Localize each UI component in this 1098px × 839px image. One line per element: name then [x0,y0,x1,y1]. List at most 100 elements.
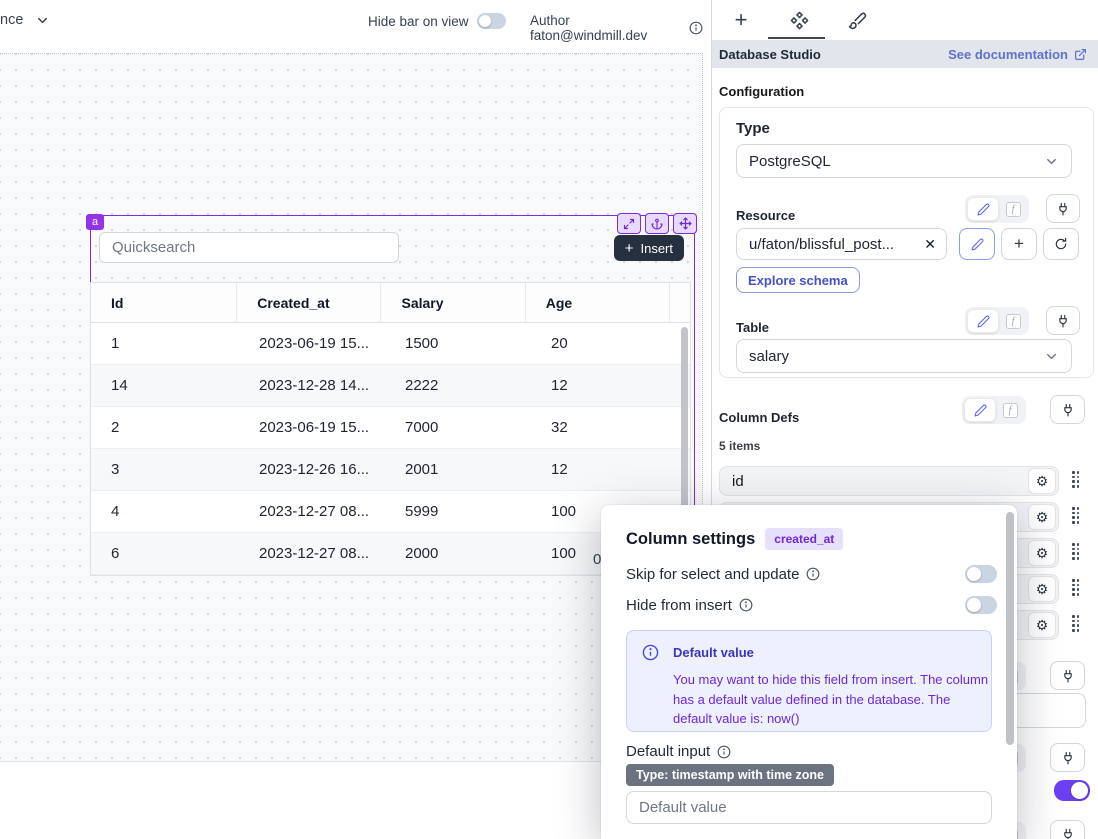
gear-icon[interactable]: ⚙ [1028,576,1056,602]
tab-styling[interactable] [828,0,886,40]
drag-handle-icon[interactable] [1072,615,1084,635]
pagination-count: 0 [593,551,602,568]
drag-handle-icon[interactable] [1072,543,1084,563]
hide-bar-toggle[interactable] [476,13,506,29]
refresh-icon[interactable] [1043,228,1079,260]
add-resource-button[interactable]: + [1001,228,1037,260]
skip-select-update-row: Skip for select and update [626,565,997,583]
resource-value-field[interactable]: u/faton/blissful_post... ✕ [736,228,947,260]
column-header-salary[interactable]: Salary [381,283,526,322]
config-toggle-on[interactable] [1054,780,1090,801]
table-label: Table [736,320,769,335]
anchor-icon[interactable] [645,213,669,234]
drag-handle-icon[interactable] [1072,579,1084,599]
table-input-mode-group: f [965,307,1029,335]
info-icon[interactable] [739,598,753,612]
app-canvas[interactable]: a + Insert Id Created_ [0,53,703,762]
plug-icon[interactable] [1046,306,1080,335]
column-settings-modal: Column settings created_at Skip for sele… [601,505,1017,839]
configuration-card: Type PostgreSQL Resource f u/faton/bliss… [719,107,1094,378]
table-row[interactable]: 1 2023-06-19 15... 1500 20 [91,323,690,365]
edit-resource-button[interactable] [959,228,995,260]
default-value-input[interactable] [626,791,992,824]
function-icon[interactable]: f [999,197,1027,221]
table-cell: 2 [111,419,120,436]
column-defs-label: Column Defs [719,410,800,425]
table-scrollbar[interactable] [681,327,688,533]
alert-body: You may want to hide this field from ins… [673,672,989,726]
table-row[interactable]: 2 2023-06-19 15... 7000 32 [91,407,690,449]
gear-icon[interactable]: ⚙ [1028,504,1056,530]
configuration-heading: Configuration [719,84,805,99]
plus-icon: + [1014,234,1024,253]
table-select[interactable]: salary [736,339,1072,373]
hide-from-insert-toggle[interactable] [965,596,997,614]
component-id-tag: a [86,214,104,230]
expand-icon[interactable] [617,213,641,234]
column-header-created-at[interactable]: Created_at [237,283,382,322]
tab-insert-component[interactable]: + [712,0,770,40]
drag-handle-icon[interactable] [1072,507,1084,527]
table-cell: 1500 [405,335,439,352]
explore-schema-button[interactable]: Explore schema [736,267,860,293]
table-cell: 7000 [405,419,439,436]
default-value-alert: Default value You may want to hide this … [626,630,992,732]
plug-icon[interactable] [1050,395,1085,424]
column-name-badge: created_at [765,528,844,550]
modal-scrollbar[interactable] [1006,512,1014,745]
resource-input-mode-group: f [965,195,1029,223]
table-cell: 14 [111,377,128,394]
plug-icon[interactable] [1050,743,1085,772]
see-documentation-link[interactable]: See documentation [948,47,1087,62]
quicksearch-input[interactable] [99,232,399,263]
items-count: 5 items [719,439,761,453]
table-cell: 100 [551,503,577,520]
default-input-label: Default input [626,743,731,760]
function-icon[interactable]: f [999,309,1027,333]
table-cell: 1 [111,335,120,352]
database-table: Id Created_at Salary Age 1 2023-06-19 15… [90,282,691,576]
pencil-icon[interactable] [967,309,999,333]
resource-value: u/faton/blissful_post... [749,235,895,253]
table-row[interactable]: 14 2023-12-28 14... 2222 12 [91,365,690,407]
gear-icon[interactable]: ⚙ [1028,612,1056,638]
selected-component-dbstudio[interactable]: a + Insert Id Created_ [86,213,697,576]
type-select[interactable]: PostgreSQL [736,144,1072,178]
function-icon[interactable]: f [996,398,1024,422]
table-row[interactable]: 3 2023-12-26 16... 2001 12 [91,449,690,491]
pencil-icon[interactable] [967,197,999,221]
active-tab-indicator [768,37,825,39]
gear-icon[interactable]: ⚙ [1028,468,1056,494]
drag-handle-icon[interactable] [1072,471,1084,491]
insert-button[interactable]: + Insert [613,235,684,261]
column-def-item[interactable]: id ⚙ [719,466,1059,496]
plug-icon[interactable] [1050,820,1085,839]
column-header-id[interactable]: Id [91,283,238,322]
author-label: Author faton@windmill.dev [530,13,648,43]
editor-topbar: nce Hide bar on view Author faton@windmi… [0,0,703,53]
table-row[interactable]: 6 2023-12-27 08... 2000 100 [91,533,690,575]
chevron-down-icon [1044,154,1059,169]
table-cell: 2023-12-28 14... [259,377,370,394]
info-icon[interactable] [717,745,731,759]
plug-icon[interactable] [1046,194,1080,223]
info-icon[interactable] [689,21,703,35]
info-icon[interactable] [806,567,820,581]
table-cell: 2000 [405,545,439,562]
tab-component-settings[interactable] [770,0,828,40]
clear-icon[interactable]: ✕ [924,235,936,252]
table-row[interactable]: 4 2023-12-27 08... 5999 100 [91,491,690,533]
table-cell: 2023-12-27 08... [259,503,370,520]
pencil-icon[interactable] [964,398,996,422]
pencil-icon [971,238,984,251]
skip-select-update-toggle[interactable] [965,565,997,583]
table-cell: 2001 [405,461,439,478]
column-header-age[interactable]: Age [526,283,670,322]
table-cell: 2222 [405,377,439,394]
resource-label: Resource [736,208,796,223]
gear-icon[interactable]: ⚙ [1028,540,1056,566]
move-icon[interactable] [673,213,697,234]
plug-icon[interactable] [1050,661,1085,690]
context-dropdown[interactable]: nce [0,12,50,28]
